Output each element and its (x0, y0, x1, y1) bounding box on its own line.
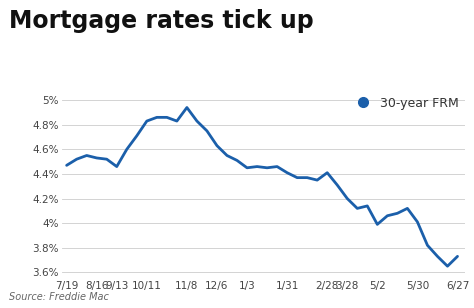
Text: Source: Freddie Mac: Source: Freddie Mac (9, 292, 109, 302)
Text: Mortgage rates tick up: Mortgage rates tick up (9, 9, 314, 33)
Legend: 30-year FRM: 30-year FRM (351, 96, 458, 110)
